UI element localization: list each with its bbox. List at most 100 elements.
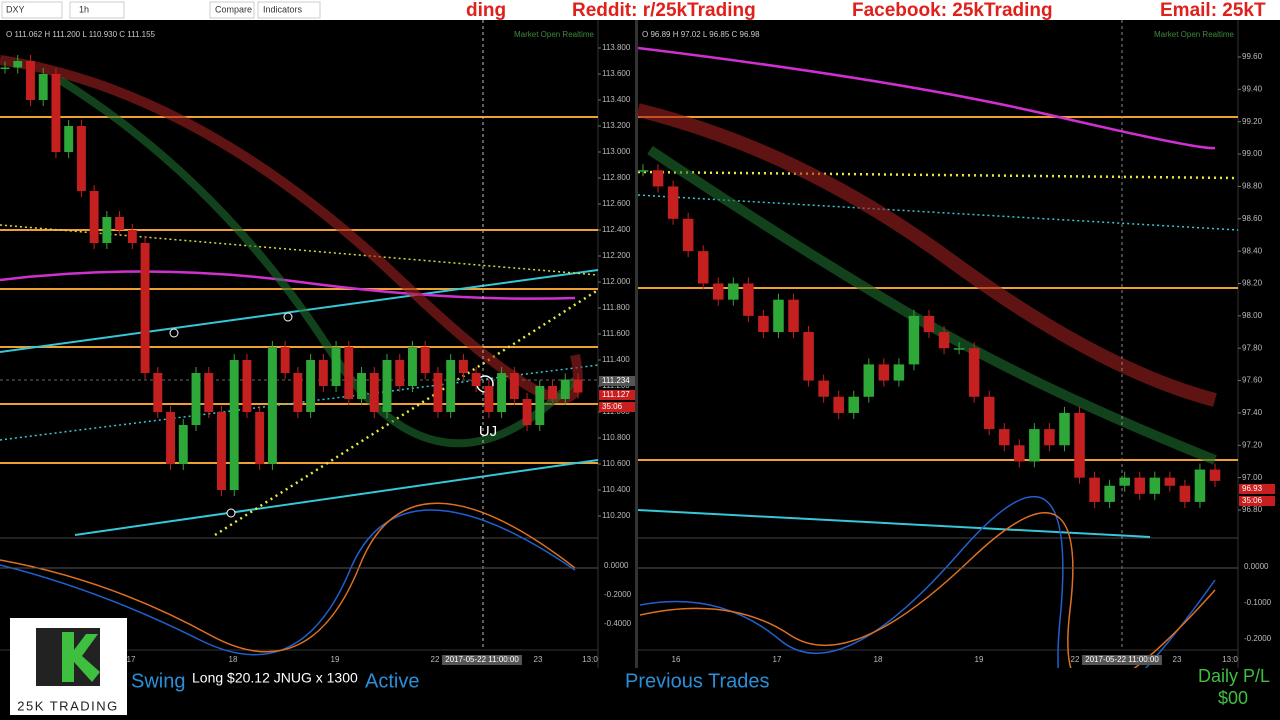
price-tick-label: 98.80	[1242, 182, 1263, 191]
price-tag-box	[599, 402, 635, 412]
candle	[773, 299, 784, 333]
candle	[369, 373, 379, 412]
price-tick-label: 113.400	[602, 95, 631, 104]
symbol: DXY	[6, 4, 25, 14]
panel-divider	[635, 20, 638, 668]
logo-text: 25K TRADING	[17, 698, 119, 713]
banner: Facebook: 25kTrading	[852, 0, 1053, 21]
candle	[408, 347, 417, 386]
candle	[983, 396, 995, 430]
candle	[1014, 445, 1025, 462]
candle	[728, 283, 739, 300]
price-tag: 35:06	[602, 402, 623, 411]
swing: Swing	[131, 670, 185, 692]
time-label: 19	[975, 655, 984, 664]
annotation: UJ	[479, 423, 497, 440]
candle	[908, 315, 920, 365]
candle	[1179, 485, 1191, 502]
time-label: 2017-05-22 11:00:00	[1085, 655, 1159, 664]
candle	[306, 360, 316, 412]
candle	[191, 373, 201, 425]
candle	[166, 412, 175, 464]
price-tick-label: 112.400	[602, 225, 631, 234]
price-tag: 111.127	[602, 390, 630, 399]
time-label: 19	[331, 655, 340, 664]
time-highlight	[1082, 655, 1162, 665]
candle	[458, 360, 468, 373]
price-tick-label: 97.40	[1242, 408, 1263, 417]
price-tick-label: 112.800	[602, 173, 631, 182]
indicators: Indicators	[263, 4, 303, 14]
compare-button[interactable]	[209, 1, 255, 19]
candle	[255, 412, 265, 464]
price-tag-box	[1239, 484, 1275, 494]
candle	[923, 315, 935, 333]
indicators-button[interactable]	[257, 1, 321, 19]
candle	[140, 243, 150, 373]
candle	[998, 429, 1010, 446]
interval-box[interactable]	[69, 1, 125, 19]
price-tick-label: 112.600	[602, 199, 631, 208]
price-tick-label: 99.40	[1242, 84, 1263, 93]
candle	[331, 347, 341, 386]
candle	[471, 373, 481, 386]
candle	[953, 348, 965, 350]
time-label: 16	[672, 655, 681, 664]
candle	[697, 251, 709, 284]
candle	[0, 67, 10, 69]
candle	[1134, 477, 1146, 494]
price-tag-box	[1239, 496, 1275, 506]
candle	[863, 364, 875, 397]
price-tick-label: 97.00	[1242, 473, 1263, 482]
candle	[1164, 477, 1176, 486]
interval: 1h	[79, 4, 89, 14]
time-label: 13:0	[582, 655, 598, 664]
price-tick-label: 112.200	[602, 251, 631, 260]
candle	[229, 360, 239, 490]
candle	[293, 373, 303, 412]
price-tick-label: 113.800	[602, 43, 631, 52]
candle	[803, 332, 814, 381]
price-tick-label: 98.20	[1242, 279, 1263, 288]
candle	[127, 230, 137, 243]
candle	[102, 217, 112, 243]
candle	[64, 126, 74, 152]
time-label: 17	[127, 655, 136, 664]
candle	[1044, 429, 1055, 446]
candle	[153, 373, 163, 412]
candle	[115, 217, 125, 230]
ohlc: O 111.062 H 111.200 L 110.930 C 111.155	[6, 30, 156, 39]
symbol-box[interactable]	[1, 1, 63, 19]
banner: Email: 25kT	[1160, 0, 1266, 21]
pl-value: $00	[1218, 688, 1248, 708]
pl-label: Daily P/L	[1198, 666, 1270, 686]
time-label: 22	[1071, 655, 1080, 664]
candles	[0, 55, 1221, 508]
macd-tick-label: -0.1000	[1244, 598, 1272, 607]
candle	[204, 373, 214, 412]
candle	[522, 399, 532, 425]
candle	[1104, 485, 1115, 502]
status: Market Open Realtime	[514, 30, 595, 39]
price-tick-label: 111.400	[602, 355, 630, 364]
candle	[743, 283, 754, 316]
candle	[848, 396, 860, 413]
price-tick-label: 98.60	[1242, 214, 1263, 223]
candle	[878, 364, 890, 381]
ohlc: O 96.89 H 97.02 L 96.85 C 96.98	[642, 30, 760, 39]
logo-k	[62, 632, 100, 682]
banner: Reddit: r/25kTrading	[572, 0, 756, 21]
price-tag-box	[599, 390, 635, 400]
compare: Compare	[215, 4, 252, 14]
candle	[395, 360, 405, 386]
candle	[242, 360, 252, 412]
price-tick-label: 98.00	[1242, 311, 1263, 320]
price-tick-label: 113.000	[602, 147, 631, 156]
candle	[893, 364, 905, 381]
candle	[560, 379, 570, 399]
candle	[51, 74, 61, 152]
time-label: 18	[229, 655, 238, 664]
price-tick-label: 110.800	[602, 433, 631, 442]
candle	[788, 299, 799, 333]
time-label: 2017-05-22 11:00:00	[445, 655, 519, 664]
